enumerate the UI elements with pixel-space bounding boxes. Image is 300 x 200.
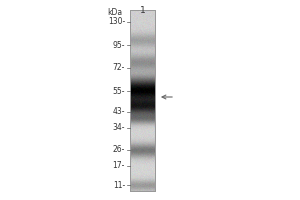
Text: 130-: 130- [108, 18, 125, 26]
Text: 26-: 26- [112, 146, 125, 154]
Text: 72-: 72- [112, 64, 125, 72]
Text: 11-: 11- [113, 180, 125, 190]
Text: 34-: 34- [112, 123, 125, 132]
Text: 43-: 43- [112, 108, 125, 116]
Text: kDa: kDa [107, 8, 122, 17]
Text: 55-: 55- [112, 86, 125, 96]
Text: 95-: 95- [112, 40, 125, 49]
Text: 1: 1 [140, 6, 146, 15]
Text: 17-: 17- [112, 162, 125, 170]
